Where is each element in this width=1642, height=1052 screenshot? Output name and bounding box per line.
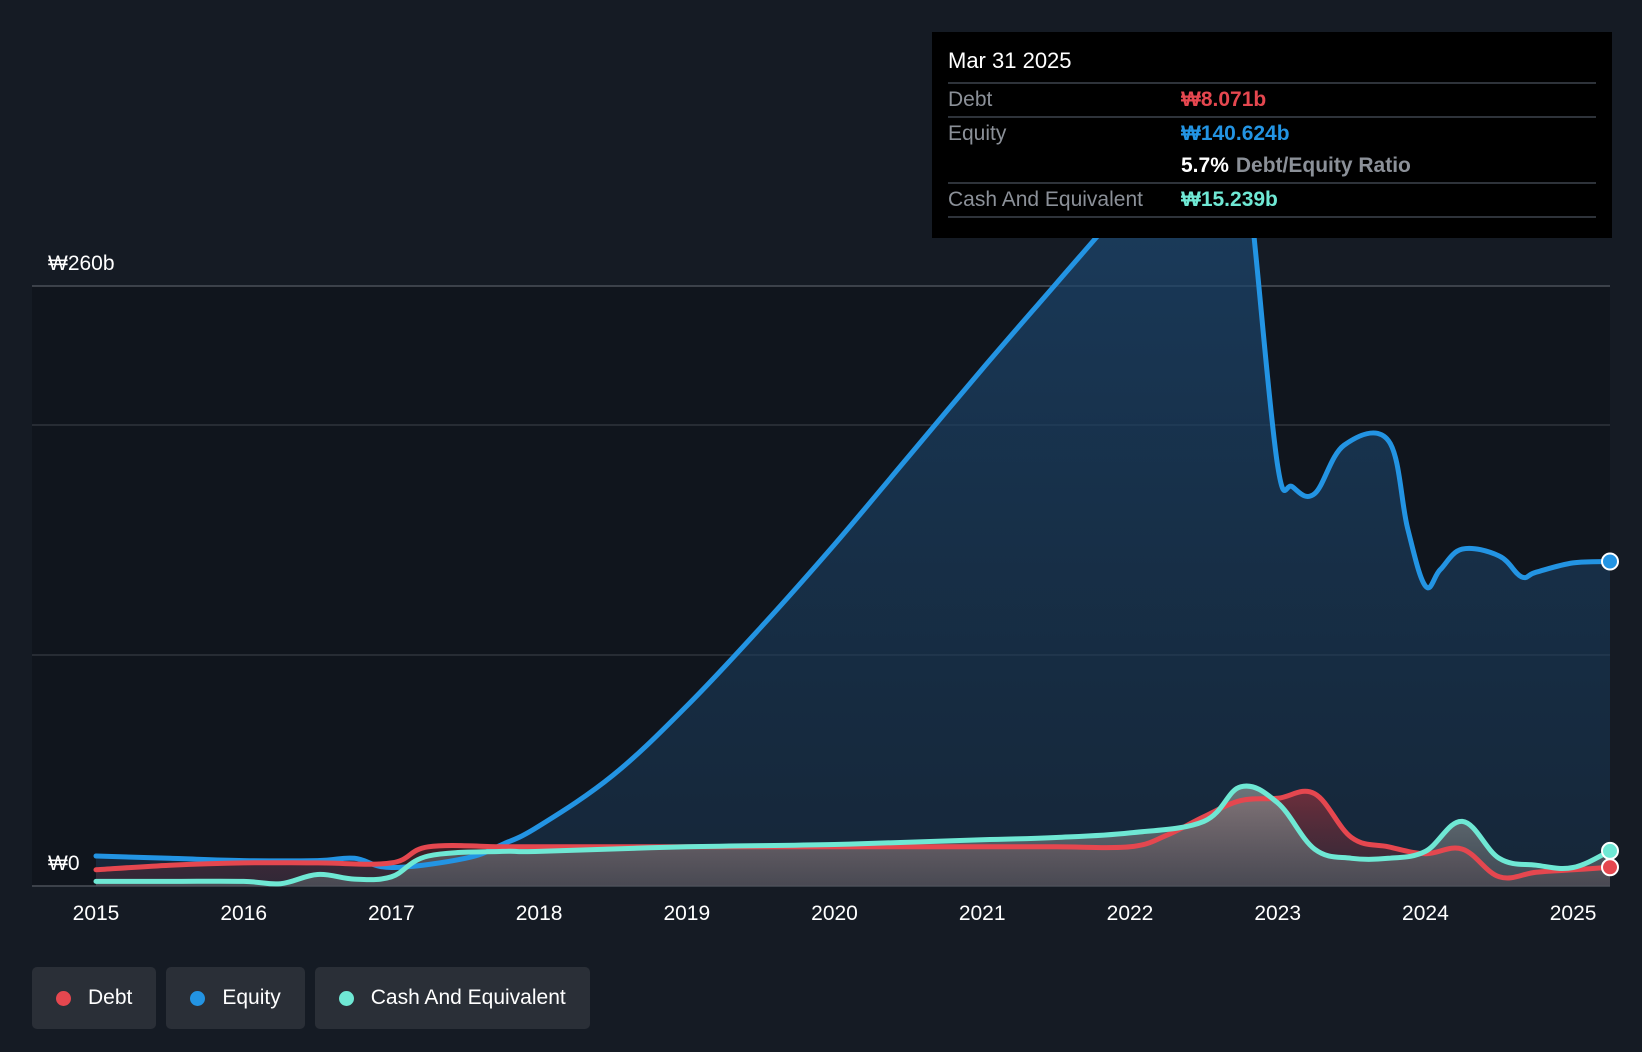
- x-tick-label: 2020: [811, 902, 858, 925]
- cash-dot-icon: [338, 990, 354, 1006]
- debt-line: [93, 788, 1613, 881]
- tooltip-debt-value: ₩8.071b: [1181, 88, 1267, 111]
- tooltip-debt-row: Debt ₩8.071b: [948, 84, 1596, 118]
- legend-equity-label: Equity: [222, 986, 281, 1009]
- x-axis-ticks: 2015 2016 2017 2018 2019 2020 2021 2022 2023 2024…: [73, 902, 1597, 925]
- debt-dot-icon: [56, 990, 71, 1006]
- tooltip-date: Mar 31 2025: [948, 46, 1596, 84]
- tooltip-debt-label: Debt: [948, 88, 993, 111]
- tooltip-equity-row: Equity ₩140.624b: [948, 118, 1596, 150]
- legend-cash-label: Cash And Equivalent: [370, 986, 566, 1009]
- tooltip-ratio-row: 5.7% Debt/Equity Ratio: [948, 150, 1596, 184]
- data-tooltip: Mar 31 2025 Debt ₩8.071b Equity ₩140.624…: [932, 32, 1612, 238]
- x-tick-label: 2024: [1402, 902, 1449, 925]
- x-tick-label: 2025: [1550, 902, 1597, 925]
- tooltip-ratio-spacer: [948, 150, 1181, 182]
- series-areas: [96, 87, 1610, 886]
- legend-item-equity[interactable]: Equity: [166, 967, 305, 1029]
- x-tick-label: 2016: [220, 902, 267, 925]
- equity-endpoint-marker: [1601, 552, 1619, 571]
- cash-area: [96, 786, 1610, 886]
- x-tick-label: 2015: [73, 902, 120, 925]
- tooltip-cash-value: ₩15.239b: [1181, 188, 1278, 211]
- x-tick-label: 2018: [516, 902, 563, 925]
- cash-endpoint-marker: [1601, 841, 1619, 860]
- legend-debt-label: Debt: [88, 986, 133, 1009]
- legend-item-cash[interactable]: Cash And Equivalent: [314, 967, 590, 1029]
- x-tick-label: 2023: [1254, 902, 1301, 925]
- chart-legend: Debt Equity Cash And Equivalent: [32, 967, 600, 1029]
- x-tick-label: 2017: [368, 902, 415, 925]
- tooltip-equity-value: ₩140.624b: [1181, 122, 1290, 145]
- y-axis-zero-label: ₩0: [48, 852, 80, 875]
- y-axis-max-label: ₩260b: [48, 252, 115, 275]
- x-tick-label: 2021: [959, 902, 1006, 925]
- debt-endpoint-marker: [1601, 858, 1619, 877]
- x-tick-label: 2019: [663, 902, 710, 925]
- legend-item-debt[interactable]: Debt: [32, 967, 157, 1029]
- tooltip-equity-label: Equity: [948, 122, 1007, 145]
- tooltip-ratio-label: Debt/Equity Ratio: [1235, 154, 1411, 177]
- tooltip-cash-label: Cash And Equivalent: [948, 188, 1143, 211]
- equity-dot-icon: [190, 990, 206, 1006]
- equity-area: [96, 87, 1610, 886]
- tooltip-cash-row: Cash And Equivalent ₩15.239b: [948, 184, 1596, 218]
- tooltip-ratio-value: 5.7%: [1181, 154, 1229, 177]
- x-tick-label: 2022: [1107, 902, 1154, 925]
- cash-line: [93, 783, 1613, 887]
- series-endpoints: [1601, 552, 1619, 877]
